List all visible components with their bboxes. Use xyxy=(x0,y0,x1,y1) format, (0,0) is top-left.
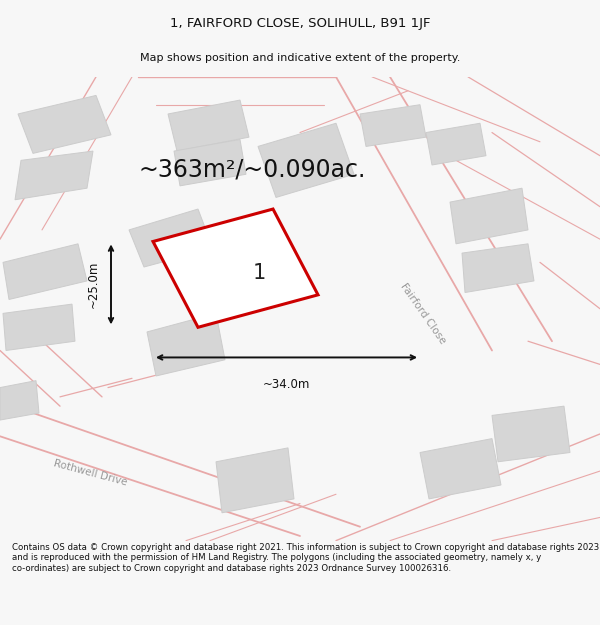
Text: Rothwell Drive: Rothwell Drive xyxy=(52,459,128,488)
Polygon shape xyxy=(15,151,93,200)
Polygon shape xyxy=(420,439,501,499)
Polygon shape xyxy=(0,381,39,420)
Polygon shape xyxy=(3,304,75,351)
Text: ~34.0m: ~34.0m xyxy=(263,378,310,391)
Polygon shape xyxy=(18,96,111,153)
Text: Map shows position and indicative extent of the property.: Map shows position and indicative extent… xyxy=(140,52,460,62)
Polygon shape xyxy=(360,105,426,146)
Polygon shape xyxy=(492,406,570,462)
Polygon shape xyxy=(216,448,294,512)
Text: ~25.0m: ~25.0m xyxy=(87,261,100,308)
Polygon shape xyxy=(462,244,534,292)
Text: 1, FAIRFORD CLOSE, SOLIHULL, B91 1JF: 1, FAIRFORD CLOSE, SOLIHULL, B91 1JF xyxy=(170,16,430,29)
Polygon shape xyxy=(153,209,318,328)
Polygon shape xyxy=(129,209,213,267)
Polygon shape xyxy=(258,123,354,198)
Text: ~363m²/~0.090ac.: ~363m²/~0.090ac. xyxy=(139,158,365,182)
Polygon shape xyxy=(426,123,486,165)
Polygon shape xyxy=(168,100,249,151)
Text: Contains OS data © Crown copyright and database right 2021. This information is : Contains OS data © Crown copyright and d… xyxy=(12,543,599,572)
Polygon shape xyxy=(174,139,246,186)
Polygon shape xyxy=(3,244,87,299)
Text: Fairford Close: Fairford Close xyxy=(398,281,448,346)
Text: 1: 1 xyxy=(253,262,266,282)
Polygon shape xyxy=(450,188,528,244)
Polygon shape xyxy=(147,313,225,376)
